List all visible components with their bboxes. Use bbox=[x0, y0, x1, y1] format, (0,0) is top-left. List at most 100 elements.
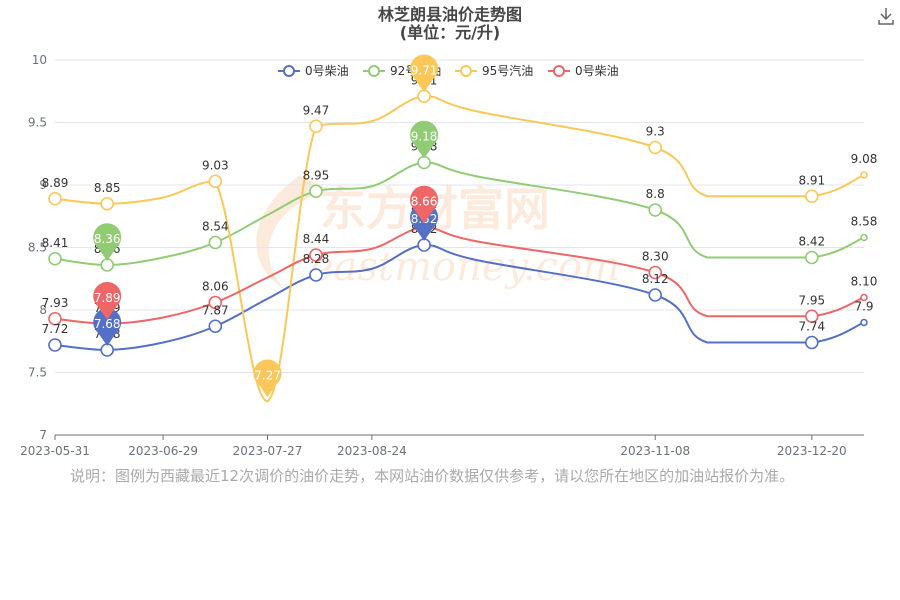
data-point[interactable] bbox=[648, 140, 663, 155]
min-marker-pin: 7.89 bbox=[93, 282, 122, 320]
x-tick-label: 2023-05-31 bbox=[20, 444, 90, 458]
data-label: 7.93 bbox=[42, 296, 69, 310]
data-label: 7.74 bbox=[798, 320, 825, 334]
y-tick-label: 8.5 bbox=[28, 241, 47, 255]
min-marker-pin: 8.36 bbox=[93, 223, 122, 261]
data-label: 8.28 bbox=[303, 252, 330, 266]
grid-lines bbox=[55, 59, 864, 436]
y-tick-label: 9 bbox=[39, 178, 47, 192]
data-point[interactable] bbox=[48, 191, 62, 206]
legend-swatch bbox=[368, 65, 380, 77]
data-point[interactable] bbox=[860, 293, 868, 302]
y-tick-label: 7 bbox=[39, 428, 47, 442]
y-tick-label: 7.5 bbox=[28, 366, 47, 380]
data-point[interactable] bbox=[805, 189, 819, 204]
data-point[interactable] bbox=[860, 233, 868, 242]
legend-swatch bbox=[460, 65, 472, 77]
data-label: 9.08 bbox=[851, 152, 878, 166]
data-point[interactable] bbox=[48, 311, 62, 326]
download-icon[interactable] bbox=[876, 6, 896, 26]
data-label: 9.03 bbox=[202, 158, 229, 172]
marker-pin-label: 8.36 bbox=[94, 232, 121, 246]
chart-note: 说明：图例为西藏最近12次调价的油价走势，本网站油价数据仅供参考，请以您所在地区… bbox=[70, 467, 795, 485]
series-line bbox=[54, 243, 865, 352]
data-point[interactable] bbox=[208, 235, 223, 250]
legend-swatch bbox=[283, 65, 295, 77]
data-label: 8.85 bbox=[94, 181, 121, 195]
legend[interactable]: 0号柴油92号汽油95号汽油0号柴油 bbox=[278, 63, 619, 78]
chart-title: 林芝朗县油价走势图 bbox=[378, 5, 522, 24]
marker-pin-label: 9.18 bbox=[411, 130, 438, 144]
y-axis: 7 7.5 8 8.5 9 9.5 10 bbox=[28, 53, 47, 442]
data-point[interactable] bbox=[100, 196, 114, 211]
data-point[interactable] bbox=[208, 319, 223, 334]
data-point[interactable] bbox=[309, 119, 323, 134]
marker-pin-label: 7.68 bbox=[94, 317, 121, 331]
data-point[interactable] bbox=[48, 338, 62, 352]
legend-item[interactable]: 0号柴油 bbox=[278, 64, 349, 78]
data-label: 8.10 bbox=[851, 275, 878, 289]
series-line bbox=[54, 226, 865, 325]
x-tick-label: 2023-07-27 bbox=[233, 444, 303, 458]
data-label: 8.42 bbox=[798, 235, 825, 249]
data-label: 8.58 bbox=[851, 215, 878, 229]
marker-pin-label: 8.66 bbox=[411, 195, 438, 209]
data-label: 7.87 bbox=[202, 303, 229, 317]
chart-subtitle: (单位：元/升) bbox=[400, 23, 500, 42]
data-point[interactable] bbox=[805, 335, 819, 350]
data-point[interactable] bbox=[208, 295, 223, 310]
data-point[interactable] bbox=[208, 174, 223, 189]
data-point[interactable] bbox=[805, 250, 819, 265]
data-label: 8.12 bbox=[642, 272, 669, 286]
max-marker-pin: 8.66 bbox=[410, 185, 439, 224]
data-point[interactable] bbox=[860, 318, 868, 327]
legend-item[interactable]: 95号汽油 bbox=[455, 63, 533, 78]
series-line bbox=[54, 95, 865, 403]
data-label: 8.54 bbox=[202, 220, 229, 234]
legend-label: 0号柴油 bbox=[575, 64, 619, 78]
min-marker-pin: 7.27 bbox=[253, 359, 282, 398]
data-label: 7.95 bbox=[798, 293, 825, 307]
y-tick-label: 8 bbox=[39, 303, 47, 317]
data-point[interactable] bbox=[648, 203, 663, 217]
marker-pins: 7.688.528.369.187.279.717.898.66 bbox=[93, 54, 439, 398]
data-point[interactable] bbox=[648, 265, 663, 280]
data-point[interactable] bbox=[309, 184, 323, 199]
x-tick-label: 2023-11-08 bbox=[620, 444, 690, 458]
data-point[interactable] bbox=[309, 248, 323, 262]
series-layer bbox=[48, 89, 868, 403]
marker-pin-label: 7.27 bbox=[254, 368, 281, 382]
watermark-logo: 东方财富网 eastmoney.com bbox=[256, 175, 620, 290]
data-label: 7.9 bbox=[854, 300, 873, 314]
data-label: 8.44 bbox=[303, 232, 330, 246]
data-label: 8.06 bbox=[202, 280, 229, 294]
legend-label: 0号柴油 bbox=[305, 64, 349, 78]
svg-text:eastmoney.com: eastmoney.com bbox=[310, 244, 620, 290]
data-point[interactable] bbox=[648, 288, 663, 302]
x-tick-label: 2023-12-20 bbox=[777, 444, 847, 458]
legend-label: 95号汽油 bbox=[482, 63, 533, 78]
legend-item[interactable]: 0号柴油 bbox=[548, 64, 619, 78]
data-label: 8.91 bbox=[798, 173, 825, 187]
data-point[interactable] bbox=[860, 171, 868, 179]
data-label: 9.3 bbox=[646, 125, 665, 139]
data-label: 9.47 bbox=[303, 103, 330, 117]
data-point[interactable] bbox=[48, 251, 62, 266]
data-label: 8.89 bbox=[42, 176, 69, 190]
marker-pin-label: 9.71 bbox=[411, 63, 438, 77]
data-point[interactable] bbox=[309, 268, 323, 282]
max-marker-pin: 9.71 bbox=[410, 54, 439, 93]
data-label: 7.72 bbox=[42, 322, 69, 336]
data-label: 8.30 bbox=[642, 250, 669, 264]
data-label: 8.8 bbox=[646, 187, 665, 201]
x-tick-label: 2023-08-24 bbox=[337, 444, 407, 458]
y-tick-label: 10 bbox=[32, 53, 47, 67]
legend-swatch bbox=[553, 65, 565, 77]
series-line bbox=[54, 161, 865, 267]
data-point[interactable] bbox=[805, 309, 819, 324]
x-tick-label: 2023-06-29 bbox=[128, 444, 198, 458]
min-marker-pin: 7.68 bbox=[93, 308, 122, 346]
data-label: 8.41 bbox=[42, 236, 69, 250]
y-tick-label: 9.5 bbox=[28, 116, 47, 130]
